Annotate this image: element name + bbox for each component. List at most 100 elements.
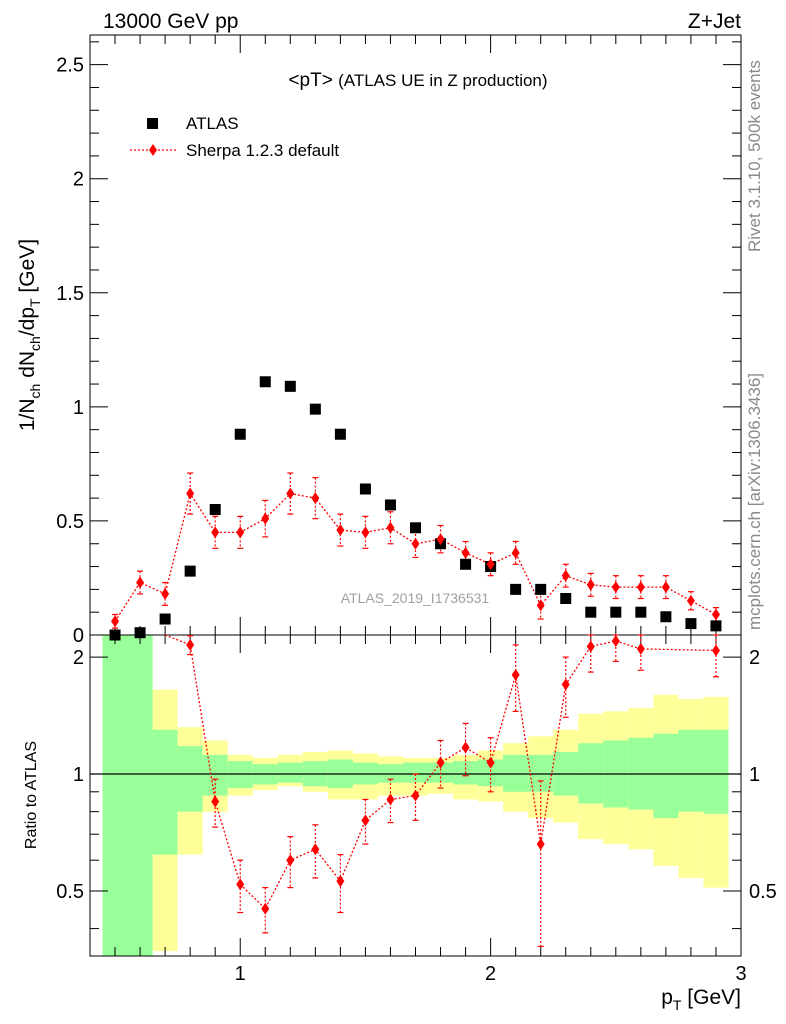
atlas-point [710, 620, 722, 632]
plot-title-main: <pT> [288, 70, 332, 91]
ratio-sherpa-point [286, 854, 295, 867]
atlas-point [685, 618, 697, 630]
atlas-point [359, 483, 371, 495]
inner-band-bin [678, 729, 704, 812]
ratio-sherpa-point [211, 795, 220, 808]
ratio-y-tick-label-right: 0.5 [749, 881, 777, 903]
sherpa-point [486, 558, 495, 571]
ratio-sherpa-point [636, 642, 645, 655]
main-y-tick-label: 2 [73, 169, 84, 191]
atlas-point [209, 504, 221, 516]
atlas-point [384, 499, 396, 511]
main-y-tick-label: 0.5 [56, 511, 84, 533]
ratio-sherpa-point [411, 789, 420, 802]
inner-band-bin [503, 754, 529, 792]
legend-mc-marker [149, 144, 157, 156]
sherpa-point [261, 512, 270, 525]
ratio-sherpa-point [611, 635, 620, 648]
energy-label: 13000 GeV pp [103, 10, 238, 33]
sherpa-point [236, 526, 245, 539]
atlas-point [510, 583, 522, 595]
ratio-y-tick-label-right: 2 [749, 647, 760, 669]
ratio-y-axis-label: Ratio to ATLAS [23, 741, 40, 849]
x-tick-label: 3 [735, 963, 746, 985]
ratio-sherpa-point [436, 756, 445, 769]
ratio-sherpa-point [186, 638, 195, 651]
sherpa-point [111, 615, 120, 628]
sherpa-point [411, 537, 420, 550]
inner-band-bin [127, 635, 153, 956]
sherpa-point [361, 526, 370, 539]
source-label: mcplots.cern.ch [arXiv:1306.3436] [745, 372, 764, 630]
ratio-frame [89, 634, 742, 957]
inner-band-bin [202, 754, 228, 796]
legend-mc-label: Sherpa 1.2.3 default [186, 141, 339, 160]
sherpa-point [186, 487, 195, 500]
sherpa-point [711, 608, 720, 621]
inner-band-bin [653, 733, 679, 819]
analysis-id: ATLAS_2019_I1736531 [341, 590, 490, 606]
atlas-point [660, 611, 672, 623]
legend-data-marker [147, 118, 158, 129]
main-y-tick-label: 0 [73, 625, 84, 647]
ratio-sherpa-point [586, 640, 595, 653]
ratio-sherpa-point [311, 843, 320, 856]
atlas-point [159, 613, 171, 625]
atlas-point [635, 606, 647, 618]
ratio-panel-series [164, 634, 720, 947]
main-panel-series [109, 376, 722, 641]
plot-title: <pT> (ATLAS UE in Z production) [288, 70, 547, 91]
atlas-point [259, 376, 271, 388]
x-tick-label: 2 [485, 963, 496, 985]
ratio-sherpa-point [711, 644, 720, 657]
inner-band-bin [578, 743, 604, 804]
ratio-y-tick-label-left: 1 [73, 764, 84, 786]
atlas-point [309, 403, 321, 415]
ratio-sherpa-point [536, 838, 545, 851]
sherpa-point [611, 581, 620, 594]
ratio-y-tick-label-left: 2 [73, 647, 84, 669]
sherpa-point [161, 587, 170, 600]
rivet-version-label: Rivet 3.1.10, 500k events [745, 60, 764, 252]
sherpa-point [386, 521, 395, 534]
inner-band-bin [102, 635, 128, 956]
sherpa-point [661, 581, 670, 594]
atlas-point [184, 565, 196, 577]
ratio-uncertainty-bands [102, 635, 729, 956]
main-y-tick-label: 1 [73, 397, 84, 419]
ratio-y-tick-label-left: 0.5 [56, 881, 84, 903]
ratio-sherpa-point [461, 741, 470, 754]
atlas-point [535, 583, 547, 595]
atlas-point [234, 428, 246, 440]
sherpa-point [636, 581, 645, 594]
sherpa-point [461, 546, 470, 559]
atlas-point [334, 428, 346, 440]
ratio-sherpa-point [261, 902, 270, 915]
main-y-axis-label: 1/Nch dNch/dpT [GeV] [16, 239, 43, 431]
x-tick-label: 1 [235, 963, 246, 985]
inner-band-bin [277, 762, 303, 783]
atlas-point [410, 522, 421, 534]
ratio-sherpa-point [486, 756, 495, 769]
plot-title-sub: (ATLAS UE in Z production) [338, 71, 547, 90]
ratio-y-tick-label-right: 1 [749, 764, 760, 786]
sherpa-point [536, 599, 545, 612]
atlas-point [460, 558, 472, 570]
sherpa-point [436, 533, 445, 546]
ratio-sherpa-point [386, 793, 395, 806]
atlas-point [134, 627, 146, 639]
sherpa-point [286, 487, 295, 500]
inner-band-bin [402, 762, 429, 783]
atlas-point [284, 380, 296, 392]
inner-band-bin [177, 746, 203, 812]
ratio-sherpa-point [236, 878, 245, 891]
sherpa-point [311, 492, 320, 505]
main-y-tick-label: 2.5 [56, 55, 84, 77]
atlas-point [610, 606, 622, 618]
atlas-point [585, 606, 597, 618]
legend-data-label: ATLAS [186, 114, 239, 133]
x-axis-label: pT [GeV] [661, 986, 741, 1013]
ratio-sherpa-point [561, 678, 570, 691]
ratio-sherpa-point [511, 668, 520, 681]
